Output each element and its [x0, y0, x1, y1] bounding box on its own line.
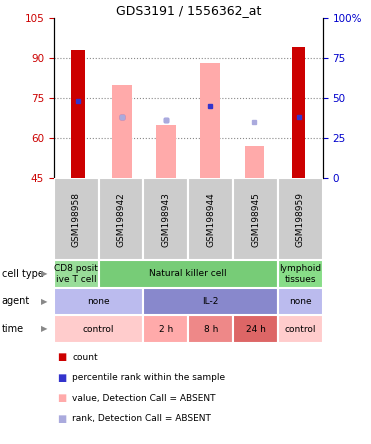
Bar [188, 178, 233, 260]
Text: GSM198942: GSM198942 [116, 192, 125, 247]
Text: ■: ■ [58, 414, 67, 424]
Text: agent: agent [2, 297, 30, 306]
Text: 2 h: 2 h [159, 325, 173, 333]
Bar [244, 147, 265, 178]
Text: lymphoid
tissues: lymphoid tissues [279, 264, 321, 284]
Text: rank, Detection Call = ABSENT: rank, Detection Call = ABSENT [72, 414, 211, 423]
Bar [72, 50, 85, 178]
Text: none: none [87, 297, 110, 306]
Text: GSM198944: GSM198944 [206, 192, 215, 247]
Bar [54, 315, 144, 343]
Text: value, Detection Call = ABSENT: value, Detection Call = ABSENT [72, 394, 216, 403]
Text: control: control [285, 325, 316, 333]
Text: time: time [2, 324, 24, 334]
Text: GSM198943: GSM198943 [161, 192, 170, 247]
Text: ▶: ▶ [40, 325, 47, 333]
Bar [54, 260, 99, 288]
Text: ▶: ▶ [40, 297, 47, 306]
Bar [144, 315, 188, 343]
Text: count: count [72, 353, 98, 362]
Bar [188, 315, 233, 343]
Text: control: control [83, 325, 114, 333]
Text: ▶: ▶ [40, 270, 47, 278]
Bar [278, 178, 323, 260]
Bar [278, 315, 323, 343]
Text: 8 h: 8 h [204, 325, 218, 333]
Bar [54, 178, 99, 260]
Text: ■: ■ [58, 373, 67, 383]
Bar [54, 288, 144, 315]
Text: GSM198945: GSM198945 [251, 192, 260, 247]
Bar [233, 315, 278, 343]
Bar [292, 47, 305, 178]
Bar [200, 63, 220, 178]
Text: 24 h: 24 h [246, 325, 266, 333]
Text: none: none [289, 297, 312, 306]
Text: CD8 posit
ive T cell: CD8 posit ive T cell [54, 264, 98, 284]
Text: GSM198959: GSM198959 [296, 192, 305, 247]
Bar [144, 178, 188, 260]
Bar [156, 125, 176, 178]
Text: Natural killer cell: Natural killer cell [150, 270, 227, 278]
Text: GSM198958: GSM198958 [72, 192, 81, 247]
Bar [144, 288, 278, 315]
Bar [99, 178, 144, 260]
Title: GDS3191 / 1556362_at: GDS3191 / 1556362_at [116, 4, 261, 16]
Bar [278, 260, 323, 288]
Text: IL-2: IL-2 [203, 297, 219, 306]
Bar [99, 260, 278, 288]
Text: ■: ■ [58, 393, 67, 403]
Text: percentile rank within the sample: percentile rank within the sample [72, 373, 226, 382]
Bar [112, 85, 132, 178]
Bar [233, 178, 278, 260]
Text: ■: ■ [58, 353, 67, 362]
Text: cell type: cell type [2, 269, 44, 279]
Bar [278, 288, 323, 315]
